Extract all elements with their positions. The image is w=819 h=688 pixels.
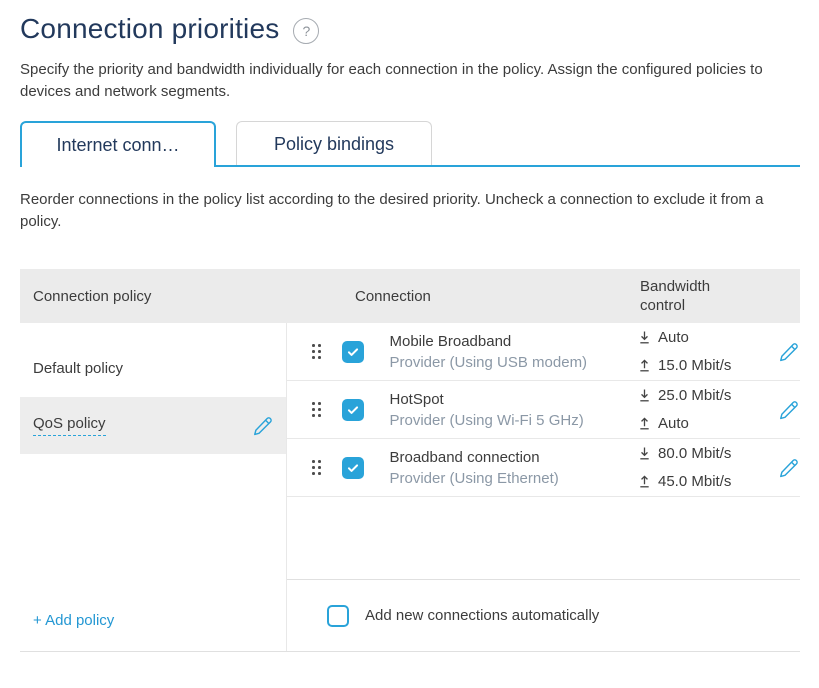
pencil-icon <box>780 400 798 419</box>
drag-handle-icon[interactable] <box>308 456 325 479</box>
title-row: Connection priorities ? <box>20 10 800 48</box>
add-policy-link[interactable]: + Add policy <box>33 612 115 629</box>
question-mark-icon[interactable]: ? <box>293 17 320 44</box>
check-icon <box>347 463 358 472</box>
connection-provider: Provider (Using Wi-Fi 5 GHz) <box>389 411 584 429</box>
policy-name: QoS policy <box>33 415 106 436</box>
connection-name: Broadband connection <box>389 448 540 466</box>
download-arrow-icon <box>640 447 649 460</box>
empty-space <box>287 497 800 579</box>
upload-arrow-icon <box>640 359 649 372</box>
edit-policy-button[interactable] <box>252 415 274 437</box>
connection-info: Mobile Broadband Provider (Using USB mod… <box>390 331 588 373</box>
connection-provider: Provider (Using Ethernet) <box>389 469 559 487</box>
connection-name: HotSpot <box>389 390 444 408</box>
tab-internet-connections-label: Internet conn… <box>56 134 180 155</box>
policy-column: Default policy QoS policy + Add policy <box>20 323 287 651</box>
connection-row-hotspot: HotSpot Provider (Using Wi-Fi 5 GHz) 25.… <box>287 381 800 439</box>
connection-info: HotSpot Provider (Using Wi-Fi 5 GHz) <box>390 389 584 431</box>
download-arrow-icon <box>640 389 649 402</box>
download-value: Auto <box>658 329 689 346</box>
policy-name: Default policy <box>33 360 124 377</box>
upload-value: Auto <box>658 415 689 432</box>
connection-checkbox[interactable] <box>341 398 364 421</box>
bandwidth-block: Auto 15.0 Mbit/s <box>638 324 778 380</box>
download-arrow-icon <box>640 331 649 344</box>
connection-priorities-page: Connection priorities ? Specify the prio… <box>0 10 819 652</box>
table-header: Connection policy Connection Bandwidth c… <box>20 269 800 323</box>
connection-name: Mobile Broadband <box>389 332 512 350</box>
auto-add-label: Add new connections automatically <box>365 607 600 624</box>
edit-connection-button[interactable] <box>778 399 800 421</box>
edit-connection-button[interactable] <box>778 457 800 479</box>
tab-policy-bindings-label: Policy bindings <box>273 134 395 154</box>
download-value: 80.0 Mbit/s <box>658 445 732 462</box>
connection-checkbox[interactable] <box>341 340 364 363</box>
edit-connection-button[interactable] <box>778 341 800 363</box>
bandwidth-block: 25.0 Mbit/s Auto <box>638 382 778 438</box>
connection-provider: Provider (Using USB modem) <box>389 353 588 371</box>
header-bandwidth-control: Bandwidth control <box>640 278 711 314</box>
connection-row-broadband: Broadband connection Provider (Using Eth… <box>287 439 800 497</box>
page-title: Connection priorities <box>20 13 280 44</box>
download-value: 25.0 Mbit/s <box>658 387 732 404</box>
bandwidth-block: 80.0 Mbit/s 45.0 Mbit/s <box>638 440 778 496</box>
pencil-icon <box>254 416 272 435</box>
auto-add-row: Add new connections automatically <box>287 579 800 651</box>
auto-add-checkbox[interactable] <box>327 604 349 627</box>
header-connection-policy: Connection policy <box>33 287 152 305</box>
drag-handle-icon[interactable] <box>308 398 325 421</box>
page-description: Specify the priority and bandwidth indiv… <box>20 61 763 100</box>
header-connection: Connection <box>355 287 431 305</box>
table-body: Default policy QoS policy + Add policy <box>20 323 800 652</box>
connection-checkbox[interactable] <box>341 456 364 479</box>
check-icon <box>347 405 358 414</box>
connection-info: Broadband connection Provider (Using Eth… <box>390 447 559 489</box>
upload-arrow-icon <box>640 417 649 430</box>
tab-bar: Internet conn… Policy bindings <box>20 121 800 167</box>
drag-handle-icon[interactable] <box>308 340 325 363</box>
tab-internet-connections[interactable]: Internet conn… <box>20 121 216 167</box>
connection-row-mobile-broadband: Mobile Broadband Provider (Using USB mod… <box>287 323 800 381</box>
policy-row-default[interactable]: Default policy <box>20 340 286 397</box>
pencil-icon <box>780 342 798 361</box>
check-icon <box>347 347 358 356</box>
connection-column: Mobile Broadband Provider (Using USB mod… <box>287 323 800 651</box>
tab-description: Reorder connections in the policy list a… <box>20 191 764 230</box>
upload-value: 15.0 Mbit/s <box>658 357 732 374</box>
pencil-icon <box>780 458 798 477</box>
upload-value: 45.0 Mbit/s <box>658 473 732 490</box>
upload-arrow-icon <box>640 475 649 488</box>
policy-table: Connection policy Connection Bandwidth c… <box>20 269 800 652</box>
tab-policy-bindings[interactable]: Policy bindings <box>236 121 432 167</box>
policy-row-qos[interactable]: QoS policy <box>20 397 286 454</box>
